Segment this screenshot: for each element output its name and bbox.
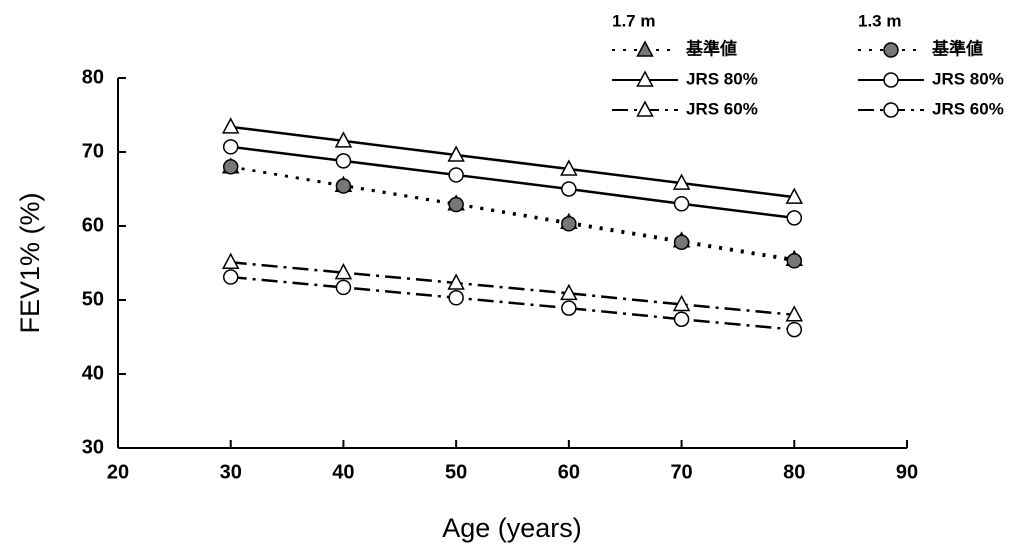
x-tick-label: 90: [896, 461, 918, 483]
marker: [334, 131, 353, 148]
marker: [221, 252, 240, 270]
y-tick-label: 80: [82, 66, 104, 88]
marker: [448, 167, 464, 183]
y-tick-label: 30: [82, 436, 104, 458]
x-tick-label: 30: [220, 461, 242, 483]
x-tick-label: 50: [445, 461, 467, 483]
marker: [447, 273, 465, 290]
marker: [560, 159, 578, 176]
legend-label: JRS 80%: [686, 69, 758, 88]
marker: [636, 40, 654, 57]
legend-label: JRS 60%: [686, 99, 758, 118]
marker: [786, 253, 803, 269]
marker: [786, 210, 803, 226]
legend-title: 1.7 m: [612, 11, 655, 30]
y-tick-label: 70: [82, 140, 104, 162]
marker: [222, 269, 239, 285]
marker: [335, 153, 352, 169]
marker: [673, 311, 690, 327]
marker: [334, 263, 353, 280]
x-tick-label: 40: [332, 461, 354, 483]
marker: [785, 187, 804, 204]
marker: [221, 117, 240, 134]
legend-label: JRS 60%: [932, 99, 1004, 118]
marker: [672, 294, 691, 312]
marker: [883, 42, 899, 58]
y-tick-label: 40: [82, 362, 104, 384]
marker: [561, 300, 577, 316]
x-tick-label: 60: [558, 461, 580, 483]
marker: [335, 178, 352, 194]
marker: [447, 145, 465, 162]
series-line: [230, 145, 795, 220]
marker: [636, 100, 654, 117]
marker: [785, 305, 804, 322]
marker: [222, 139, 239, 155]
marker: [883, 72, 899, 88]
x-tick-label: 80: [783, 461, 805, 483]
x-axis-label: Age (years): [442, 513, 582, 543]
y-axis-label: FEV1% (%): [15, 192, 45, 333]
legend-title: 1.3 m: [858, 11, 901, 30]
legend-label: 基準値: [685, 38, 737, 58]
series-line: [230, 125, 795, 199]
x-tick-label: 70: [670, 461, 692, 483]
marker: [561, 181, 577, 197]
marker: [222, 159, 239, 175]
marker: [560, 283, 578, 301]
series-line: [230, 165, 795, 261]
marker: [561, 216, 577, 232]
marker: [673, 196, 690, 212]
marker: [448, 290, 464, 306]
x-tick-label: 20: [107, 461, 129, 483]
y-tick-label: 50: [82, 288, 104, 310]
marker: [448, 196, 464, 213]
legend-label: JRS 80%: [932, 69, 1004, 88]
marker: [883, 102, 899, 118]
marker: [673, 234, 690, 251]
series-line: [230, 275, 795, 331]
marker: [335, 279, 352, 296]
series-line: [230, 261, 795, 317]
marker: [786, 321, 803, 338]
y-tick-label: 60: [82, 214, 104, 236]
marker: [672, 173, 691, 190]
legend-label: 基準値: [931, 38, 983, 58]
marker: [636, 70, 654, 87]
